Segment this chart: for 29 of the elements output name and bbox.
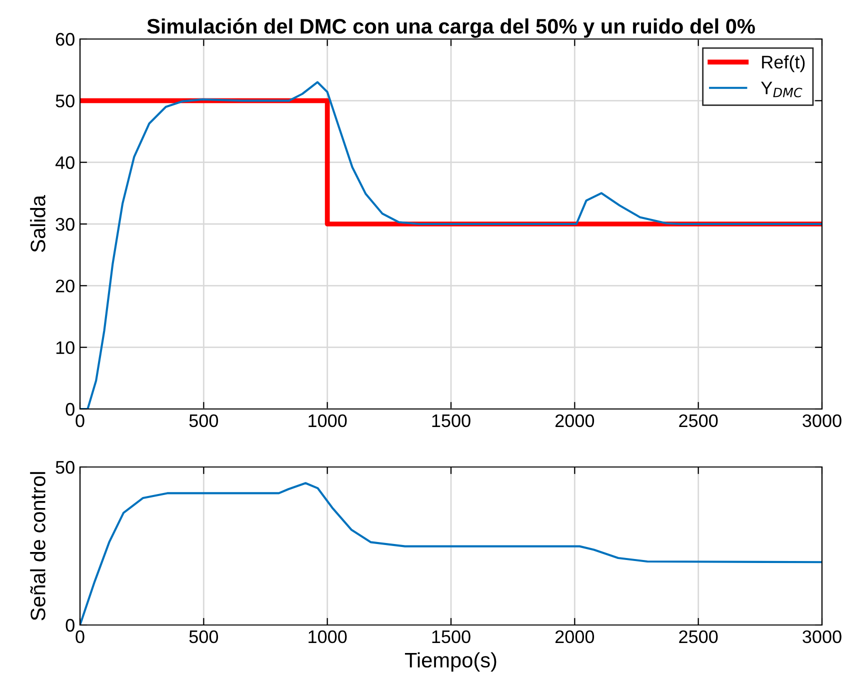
y-tick-label: 60 (56, 32, 74, 46)
y-tick-label: 10 (56, 341, 74, 354)
x-tick-label: 2000 (555, 630, 594, 644)
y-axis-title: Señal de control (30, 472, 46, 620)
x-tick-label: 500 (189, 630, 218, 644)
y-tick-label: 0 (66, 618, 74, 632)
x-tick-label: 0 (76, 630, 84, 644)
y-tick-label: 50 (56, 94, 74, 108)
x-tick-label: 2000 (555, 414, 594, 428)
x-tick-label: 2500 (679, 414, 718, 428)
x-axis-title: Tiempo(s) (404, 652, 496, 672)
y-tick-label: 30 (56, 218, 74, 231)
x-tick-label: 0 (76, 414, 84, 428)
y-axis-title: Salida (30, 195, 46, 252)
x-tick-label: 1000 (308, 414, 347, 428)
x-tick-label: 1500 (432, 414, 470, 428)
legend-label: Y$_{DMC}$ (761, 82, 802, 98)
chart-title: Simulación del DMC con una carga del 50% y un ruido del 0% (147, 18, 755, 38)
x-tick-label: 3000 (802, 630, 842, 644)
x-tick-label: 2500 (679, 630, 718, 644)
legend-label: Ref(t) (762, 55, 805, 72)
x-tick-label: 500 (189, 414, 218, 428)
y-tick-label: 40 (55, 156, 74, 170)
x-tick-label: 3000 (802, 414, 842, 428)
x-tick-label: 1500 (432, 630, 470, 644)
y-tick-label: 20 (56, 280, 74, 292)
x-tick-label: 1000 (308, 630, 347, 644)
y-tick-label: 50 (56, 460, 74, 474)
y-tick-label: 0 (66, 402, 74, 416)
